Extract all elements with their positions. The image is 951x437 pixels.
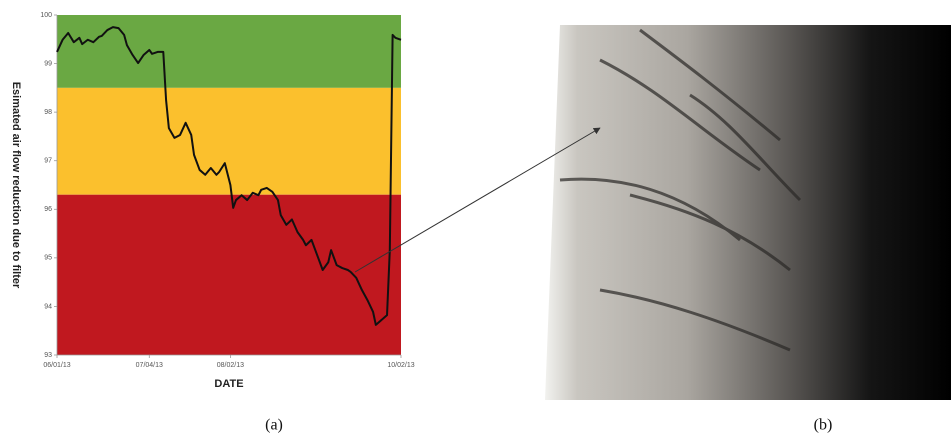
x-tick-label: 08/02/13 <box>217 362 244 369</box>
filter-photo <box>545 25 951 400</box>
y-tick-label: 96 <box>44 206 52 213</box>
x-axis-label: DATE <box>214 378 243 390</box>
y-axis-label: Esimated air flow reduction due to filte… <box>10 82 22 289</box>
x-tick-label: 10/02/13 <box>387 362 414 369</box>
y-tick-label: 100 <box>40 12 52 19</box>
y-tick-label: 97 <box>44 158 52 165</box>
x-tick-label: 06/01/13 <box>43 362 70 369</box>
x-tick-label: 07/04/13 <box>136 362 163 369</box>
chart: 93 94 95 96 97 98 99 100 06/01/13 07/04/13 08/02/1… <box>40 12 414 369</box>
y-tick-label: 93 <box>44 352 52 359</box>
y-tick-label: 99 <box>44 60 52 67</box>
y-tick-label: 94 <box>44 303 52 310</box>
zone-band <box>57 195 401 355</box>
y-tick-label: 98 <box>44 109 52 116</box>
figure: 93 94 95 96 97 98 99 100 06/01/13 07/04/13 08/02/1… <box>0 0 951 437</box>
caption: (b) <box>814 417 833 434</box>
photo <box>545 25 951 400</box>
caption: (a) <box>265 417 283 434</box>
y-tick-label: 95 <box>44 255 52 262</box>
zone-band <box>57 15 401 88</box>
